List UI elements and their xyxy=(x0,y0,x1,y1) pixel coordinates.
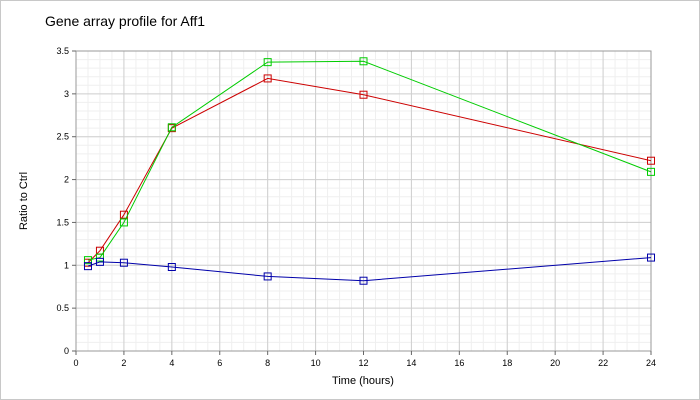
x-tick-labels: 0 2 4 6 8 10 12 14 16 18 20 22 24 xyxy=(73,351,656,368)
y-tick-label: 3.5 xyxy=(56,46,69,56)
x-tick-label: 18 xyxy=(502,358,512,368)
x-tick-label: 4 xyxy=(169,358,174,368)
y-tick-label: 0.5 xyxy=(56,303,69,313)
x-tick-label: 6 xyxy=(217,358,222,368)
data-point xyxy=(647,253,655,262)
series-line xyxy=(87,257,652,282)
x-tick-label: 16 xyxy=(454,358,464,368)
y-tick-label: 2 xyxy=(64,175,69,185)
x-tick-label: 0 xyxy=(73,358,78,368)
data-point xyxy=(95,253,104,262)
series-3 xyxy=(83,253,655,285)
x-tick-label: 8 xyxy=(265,358,270,368)
y-tick-labels: 0 0.5 1 1.5 2 2.5 3 3.5 xyxy=(56,46,76,356)
y-tick-label: 2.5 xyxy=(56,132,69,142)
data-point xyxy=(167,263,176,271)
data-point xyxy=(647,167,655,176)
x-tick-label: 2 xyxy=(121,358,126,368)
data-point xyxy=(647,156,655,165)
major-grid xyxy=(75,50,652,352)
x-tick-label: 10 xyxy=(311,358,321,368)
data-point xyxy=(95,257,104,266)
series-2 xyxy=(83,57,655,265)
data-point xyxy=(359,57,368,66)
data-point xyxy=(263,272,272,281)
series-line xyxy=(87,60,652,261)
y-tick-label: 3 xyxy=(64,89,69,99)
data-point xyxy=(83,256,92,265)
x-tick-label: 24 xyxy=(646,358,656,368)
data-point xyxy=(119,218,128,227)
y-tick-label: 1.5 xyxy=(56,217,69,227)
data-point xyxy=(119,258,128,267)
data-point xyxy=(263,74,272,83)
y-tick-label: 0 xyxy=(64,346,69,356)
x-tick-label: 12 xyxy=(358,358,368,368)
data-point xyxy=(359,90,368,99)
chart-title: Gene array profile for Aff1 xyxy=(45,13,205,29)
series-layer xyxy=(83,57,655,285)
y-axis-label: Ratio to Ctrl xyxy=(18,172,30,230)
data-point xyxy=(359,276,368,285)
y-tick-label: 1 xyxy=(64,260,69,270)
data-point xyxy=(83,262,92,271)
data-point xyxy=(167,123,176,132)
data-point xyxy=(263,58,272,67)
x-axis-label: Time (hours) xyxy=(332,375,394,387)
x-tick-label: 22 xyxy=(598,358,608,368)
x-tick-label: 14 xyxy=(406,358,416,368)
x-tick-label: 20 xyxy=(550,358,560,368)
